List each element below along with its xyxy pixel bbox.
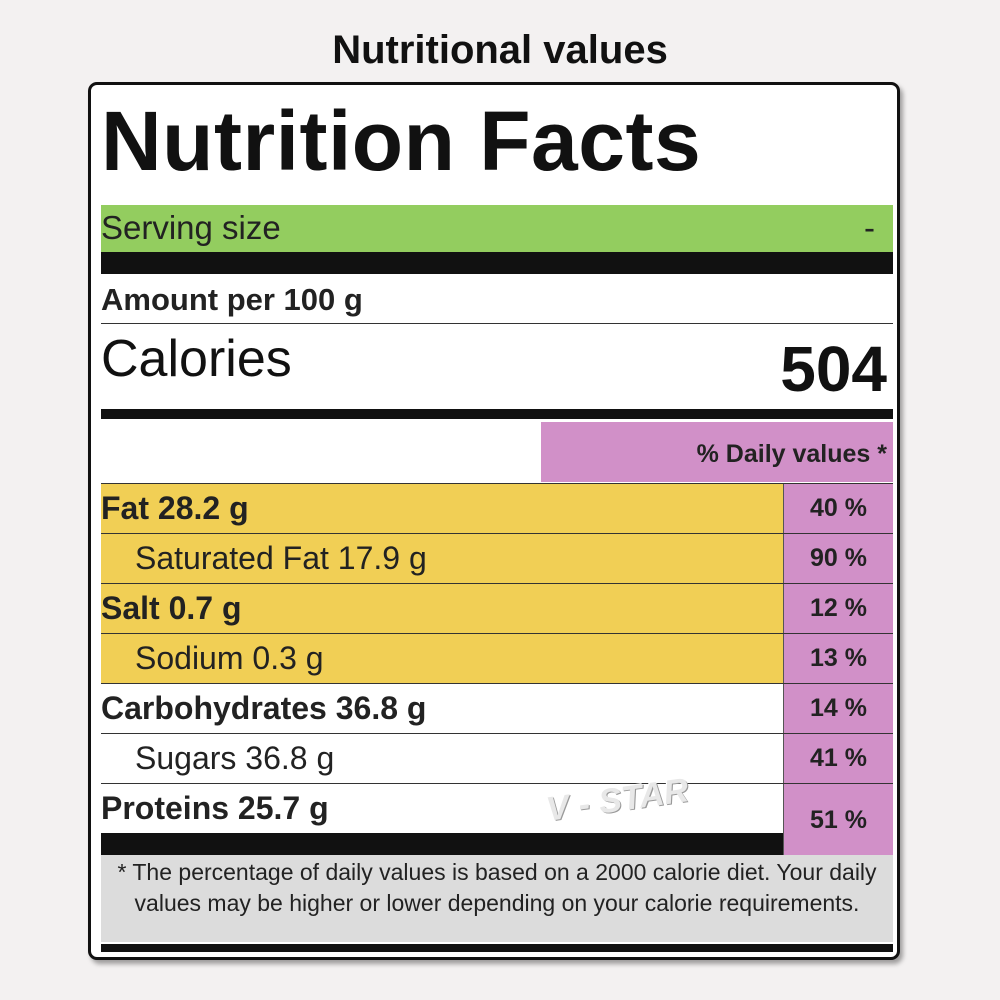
divider-footer <box>101 944 893 952</box>
nutrient-daily-percent: 41 % <box>783 734 893 783</box>
nutrient-row: Sugars 36.8 g 41 % <box>101 733 893 783</box>
serving-size-label: Serving size <box>101 209 281 246</box>
nutrient-row: Carbohydrates 36.8 g 14 % <box>101 683 893 733</box>
nutrient-row: Saturated Fat 17.9 g 90 % <box>101 533 893 583</box>
divider-thick <box>101 252 893 274</box>
nutrient-table: Fat 28.2 g 40 % Saturated Fat 17.9 g 90 % Sa… <box>101 483 893 855</box>
nutrient-name: Salt 0.7 g <box>101 584 783 633</box>
nutrient-row: Proteins 25.7 g 51 % <box>101 783 893 855</box>
footnote: * The percentage of daily values is base… <box>101 855 893 942</box>
calories-value: 504 <box>780 333 887 405</box>
nutrient-name: Sugars 36.8 g <box>135 740 335 776</box>
nutrition-facts-title: Nutrition Facts <box>101 94 702 188</box>
nutrient-daily-percent: 40 % <box>783 484 893 533</box>
serving-size-row: Serving size - <box>101 205 893 252</box>
serving-size-value: - <box>864 209 875 246</box>
nutrient-row: Sodium 0.3 g 13 % <box>101 633 893 683</box>
calories-label: Calories <box>101 330 292 388</box>
nutrient-daily-percent: 14 % <box>783 684 893 733</box>
page-title: Nutritional values <box>332 28 668 72</box>
nutrient-daily-percent: 13 % <box>783 634 893 683</box>
nutrient-row: Fat 28.2 g 40 % <box>101 483 893 533</box>
nutrient-name: Saturated Fat 17.9 g <box>101 534 783 583</box>
nutrient-name: Carbohydrates 36.8 g <box>101 690 427 726</box>
nutrient-daily-percent: 90 % <box>783 534 893 583</box>
nutrient-name: Sodium 0.3 g <box>101 634 783 683</box>
divider-thick-bottom <box>101 833 783 855</box>
nutrient-row: Salt 0.7 g 12 % <box>101 583 893 633</box>
divider-medium <box>101 409 893 419</box>
nutrient-name: Proteins 25.7 g <box>101 790 329 826</box>
amount-per: Amount per 100 g <box>101 282 363 317</box>
nutrition-label: Nutrition Facts Serving size - Amount pe… <box>88 82 900 960</box>
nutrient-daily-percent: 51 % <box>783 784 893 855</box>
nutrient-daily-percent: 12 % <box>783 584 893 633</box>
daily-values-header: % Daily values * <box>541 422 893 482</box>
divider-thin <box>101 323 893 324</box>
nutrient-name: Fat 28.2 g <box>101 484 783 533</box>
